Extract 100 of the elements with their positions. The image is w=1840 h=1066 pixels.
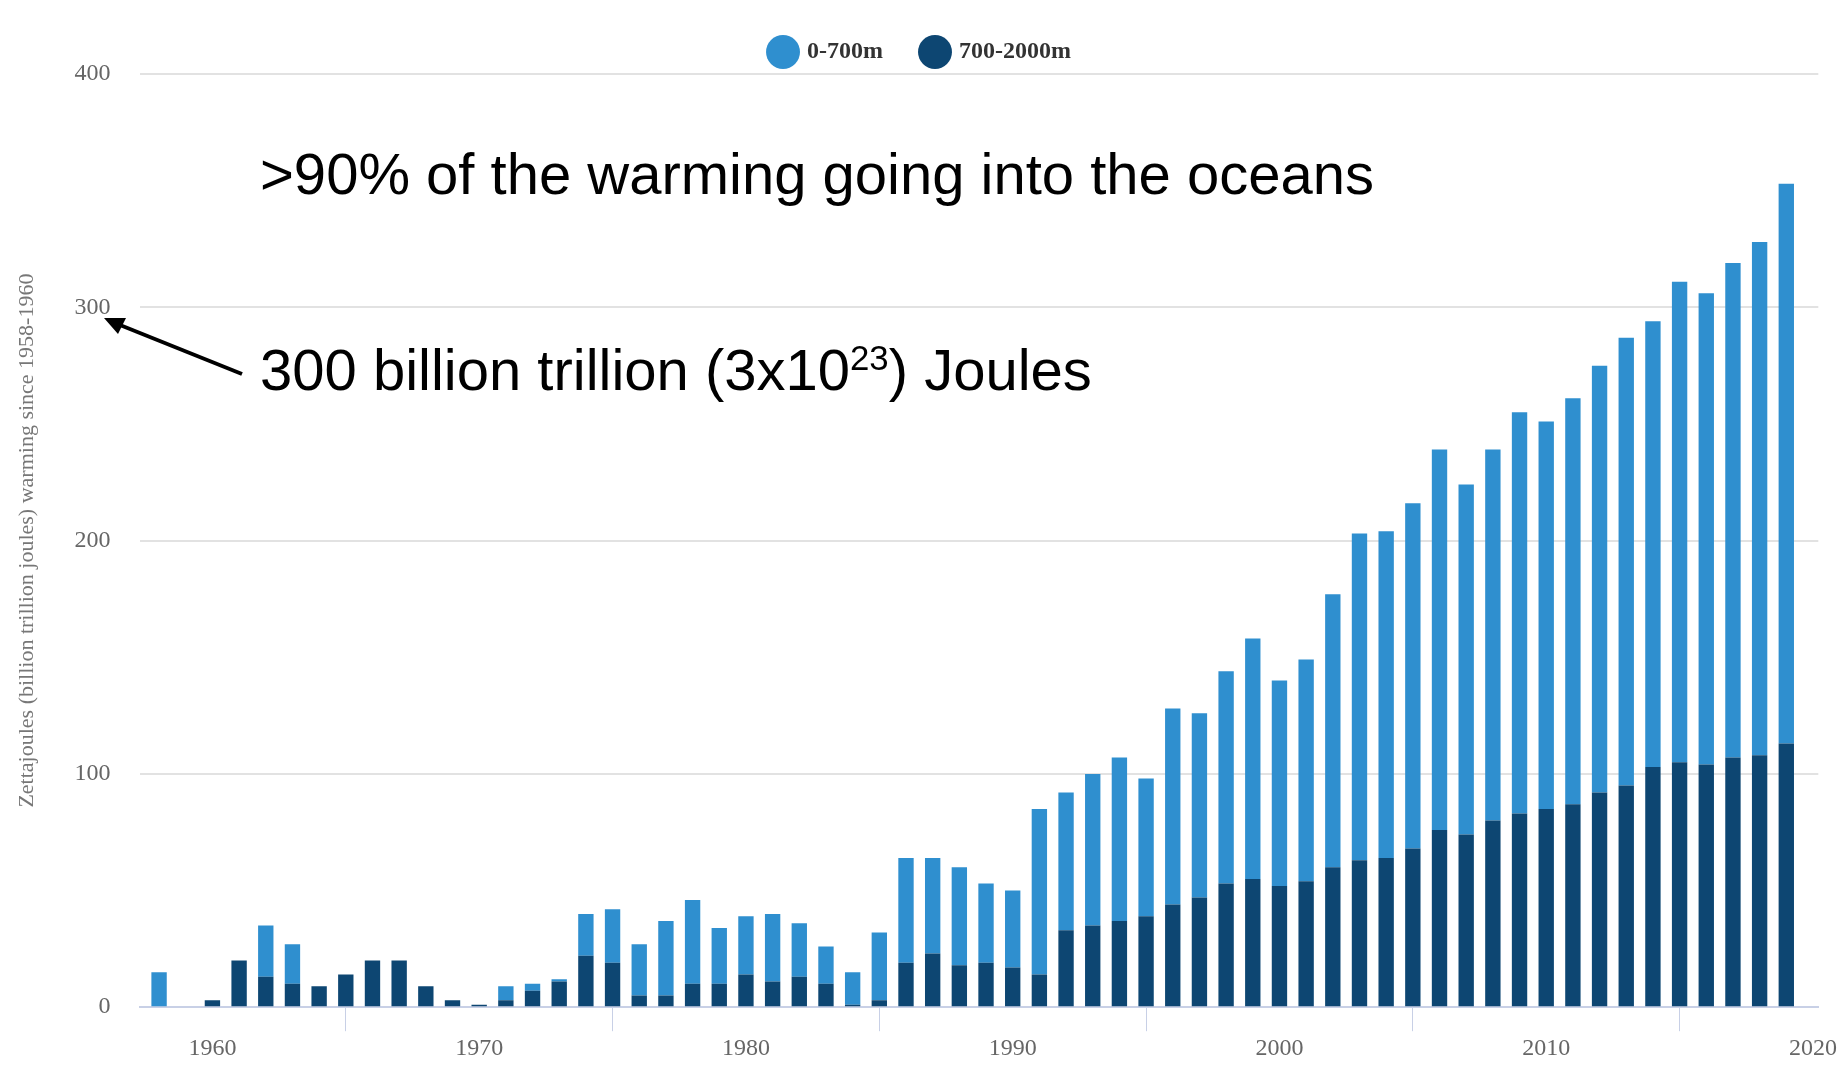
bar: [711, 927, 727, 984]
bar: [1111, 920, 1128, 1007]
bar: [764, 913, 781, 982]
bar: [871, 932, 887, 1001]
bar: [284, 944, 301, 984]
bar: [1351, 533, 1368, 861]
bar: [1778, 183, 1794, 744]
bar: [1511, 813, 1528, 1007]
bar: [684, 983, 701, 1007]
bar: [1431, 449, 1448, 830]
bar: [978, 883, 994, 963]
bar: [631, 995, 647, 1007]
bar: [391, 960, 407, 1007]
legend-label: 700-2000m: [959, 37, 1071, 64]
bar: [1565, 398, 1581, 805]
bar: [1645, 766, 1661, 1007]
bar: [978, 962, 994, 1007]
legend-label: 0-700m: [807, 37, 884, 64]
bar: [1485, 449, 1501, 821]
bar: [684, 899, 701, 984]
bar: [1085, 925, 1101, 1007]
bar: [951, 965, 968, 1007]
bar: [604, 962, 621, 1007]
bar: [844, 972, 861, 1005]
bar: [204, 1000, 221, 1007]
bar: [738, 974, 754, 1007]
bar: [444, 1000, 461, 1007]
bar: [1271, 680, 1288, 886]
bar: [1138, 778, 1154, 917]
bar: [1031, 808, 1048, 975]
bar: [791, 923, 807, 977]
bar: [818, 946, 834, 984]
bar: [1031, 974, 1048, 1007]
bar: [1538, 808, 1554, 1007]
y-axis-title: Zettajoules (billion trillion joules) warming since 1958-1960: [12, 273, 38, 808]
bar: [1191, 897, 1208, 1007]
bar: [1005, 967, 1021, 1007]
bar: [604, 909, 621, 963]
bar: [311, 986, 327, 1007]
bar: [258, 976, 274, 1007]
bar: [1698, 764, 1714, 1007]
bar: [1325, 594, 1341, 868]
bar: [498, 1000, 514, 1007]
bar: [578, 913, 594, 956]
bar: [1405, 848, 1421, 1007]
bar: [1645, 321, 1661, 767]
x-tick-label: 1960: [188, 1033, 237, 1060]
bar: [1058, 792, 1074, 931]
bar: [1058, 930, 1074, 1007]
bar: [1298, 659, 1314, 882]
bar: [1005, 890, 1021, 968]
bar: [738, 916, 754, 975]
bar: [1191, 713, 1208, 898]
bar: [1671, 281, 1688, 763]
x-tick-label: 2000: [1255, 1033, 1304, 1060]
x-tick-label: 1980: [721, 1033, 770, 1060]
bar: [1138, 916, 1154, 1007]
bar: [1565, 804, 1581, 1007]
bar: [1458, 484, 1474, 835]
bar: [1698, 293, 1714, 765]
bar: [1538, 421, 1554, 809]
bar: [1405, 503, 1421, 849]
bar: [1351, 860, 1368, 1007]
bar: [1298, 881, 1314, 1007]
bar: [658, 920, 674, 996]
bar: [1591, 365, 1608, 793]
bar: [1218, 883, 1234, 1007]
bar: [578, 955, 594, 1007]
y-tick-label: 200: [74, 525, 111, 552]
x-tick-label: 2010: [1522, 1033, 1571, 1060]
bar: [418, 986, 434, 1007]
annotation: 300 billion trillion (3x10$^{23}$) Joules: [260, 336, 1092, 403]
bar: [1751, 755, 1768, 1007]
bar: [791, 976, 807, 1007]
y-tick-label: 0: [98, 992, 111, 1019]
bar: [498, 986, 514, 1001]
annotation: >90% of the warming going into the oceans: [260, 140, 1375, 207]
bar: [898, 962, 914, 1007]
bar: [551, 979, 567, 982]
x-tick-label: 1970: [455, 1033, 504, 1060]
bar: [1751, 241, 1768, 756]
bar: [1778, 743, 1794, 1007]
x-tick-label: 1990: [988, 1033, 1037, 1060]
y-tick-label: 300: [74, 292, 111, 319]
y-tick-label: 400: [74, 59, 111, 86]
bar: [1245, 878, 1261, 1007]
bar: [151, 972, 167, 1007]
bar: [1111, 757, 1128, 921]
bar: [1725, 262, 1741, 758]
bar: [258, 925, 274, 977]
bar: [1618, 785, 1634, 1007]
bar: [1325, 867, 1341, 1007]
bar: [924, 857, 941, 954]
bar: [1458, 834, 1474, 1007]
bar: [551, 981, 567, 1007]
bar: [1511, 412, 1528, 814]
bar: [231, 960, 247, 1007]
bar: [711, 983, 727, 1007]
bar: [1618, 337, 1634, 786]
bar: [631, 944, 647, 996]
